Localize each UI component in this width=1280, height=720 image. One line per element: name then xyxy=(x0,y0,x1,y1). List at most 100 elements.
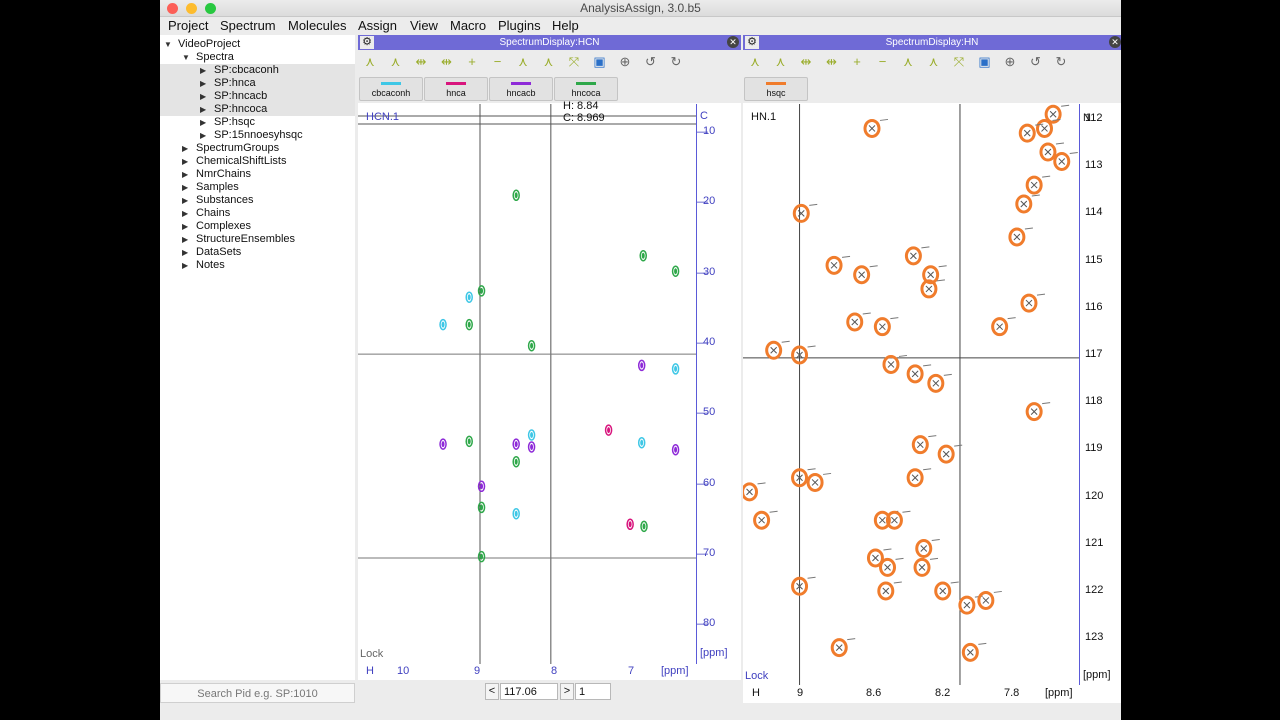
tree-item[interactable]: ▶ DataSets xyxy=(160,246,355,259)
contour-peak[interactable] xyxy=(477,285,486,297)
tree-item[interactable]: ▶ SP:15nnoesyhsqc xyxy=(160,129,355,142)
chevron-down-icon[interactable]: ▼ xyxy=(164,40,172,49)
gear-icon[interactable]: ⚙ xyxy=(360,36,374,49)
hsqc-peak[interactable] xyxy=(873,317,899,337)
contour-peak[interactable] xyxy=(477,501,486,514)
hsqc-peak[interactable] xyxy=(879,557,904,577)
move-y-icon[interactable]: ⇹ xyxy=(441,54,452,69)
contour-peak[interactable] xyxy=(439,438,447,450)
contour-peak[interactable] xyxy=(527,429,536,441)
hsqc-peak[interactable] xyxy=(765,340,790,360)
gear-icon[interactable]: ⚙ xyxy=(745,36,759,49)
menu-macro[interactable]: Macro xyxy=(450,18,487,33)
lock-y-icon[interactable]: ⋏ xyxy=(543,54,554,69)
spectrum-tab[interactable]: hncacb xyxy=(489,77,553,101)
contour-peak[interactable] xyxy=(671,444,680,456)
contour-peak[interactable] xyxy=(439,318,447,331)
hsqc-peak[interactable] xyxy=(1025,175,1051,195)
hsqc-peak[interactable] xyxy=(741,482,766,502)
chevron-right-icon[interactable]: ▶ xyxy=(200,118,207,127)
hsqc-peak[interactable] xyxy=(934,581,959,601)
tree-item[interactable]: ▶ SP:hnca xyxy=(160,77,355,90)
menu-assign[interactable]: Assign xyxy=(358,18,398,33)
hsqc-peak[interactable] xyxy=(920,279,945,299)
chevron-right-icon[interactable]: ▶ xyxy=(182,157,189,166)
tree-item[interactable]: ▶ NmrChains xyxy=(160,168,355,181)
menu-spectrum[interactable]: Spectrum xyxy=(220,18,276,33)
chevron-right-icon[interactable]: ▶ xyxy=(182,144,189,153)
contour-peak[interactable] xyxy=(477,550,486,563)
hsqc-peak[interactable] xyxy=(1044,104,1070,124)
plane-value-input[interactable]: 117.06 xyxy=(500,683,558,700)
chevron-right-icon[interactable]: ▶ xyxy=(200,92,207,101)
remove-strip-icon[interactable]: − xyxy=(878,54,887,69)
tree-item[interactable]: ▶ SP:hncacb xyxy=(160,90,355,103)
contour-peak[interactable] xyxy=(465,435,473,448)
prev-plane-button[interactable]: < xyxy=(485,683,499,700)
hsqc-peak[interactable] xyxy=(791,468,816,488)
hsqc-peak[interactable] xyxy=(927,373,952,393)
contour-peak[interactable] xyxy=(527,339,536,352)
add-strip-icon[interactable]: + xyxy=(468,54,476,69)
move-y-icon[interactable]: ⇹ xyxy=(826,54,837,69)
hsqc-peak[interactable] xyxy=(961,642,987,662)
tree-item[interactable]: ▶ Chains xyxy=(160,207,355,220)
hsqc-peak[interactable] xyxy=(906,364,932,384)
contour-peak[interactable] xyxy=(477,480,486,493)
move-x-icon[interactable]: ⇹ xyxy=(800,54,812,69)
search-pid-input[interactable]: Search Pid e.g. SP:1010 xyxy=(160,683,355,703)
chevron-right-icon[interactable]: ▶ xyxy=(182,183,189,192)
spectrum-plot[interactable]: HCN.1 H: 8.84 C: 8.969 Lock xyxy=(358,100,697,664)
peak-pick-icon[interactable]: ⋏ xyxy=(750,54,760,69)
tree-item[interactable]: ▼ Spectra xyxy=(160,51,355,64)
close-window-icon[interactable] xyxy=(167,3,178,14)
chevron-down-icon[interactable]: ▼ xyxy=(182,53,190,62)
peak-pick-1d-icon[interactable]: ⋏ xyxy=(775,54,786,69)
hsqc-peak[interactable] xyxy=(1036,118,1061,138)
undo-icon[interactable]: ↺ xyxy=(645,54,656,69)
zoom-icon[interactable]: ⊕ xyxy=(619,54,631,69)
spectrum-tab[interactable]: hsqc xyxy=(744,77,808,101)
peak-pick-icon[interactable]: ⋏ xyxy=(365,54,375,69)
tree-item[interactable]: ▶ Notes xyxy=(160,259,355,272)
save-icon[interactable]: ▣ xyxy=(978,54,991,69)
hsqc-peak[interactable] xyxy=(792,203,818,223)
contour-peak[interactable] xyxy=(640,520,648,533)
hsqc-peak[interactable] xyxy=(830,638,856,658)
tree-item[interactable]: ▶ SP:hncoca xyxy=(160,103,355,116)
chevron-right-icon[interactable]: ▶ xyxy=(200,105,207,114)
zoom-fit-icon[interactable]: ⤧ xyxy=(568,54,580,69)
hsqc-peak[interactable] xyxy=(1018,123,1044,143)
chevron-right-icon[interactable]: ▶ xyxy=(182,209,189,218)
contour-peak[interactable] xyxy=(626,518,634,531)
add-strip-icon[interactable]: + xyxy=(853,54,861,69)
hsqc-peak[interactable] xyxy=(1053,151,1078,171)
close-icon[interactable]: ✕ xyxy=(1109,36,1121,48)
hsqc-peak[interactable] xyxy=(853,265,878,285)
spectrum-tab[interactable]: hnca xyxy=(424,77,488,101)
hsqc-peak[interactable] xyxy=(991,317,1016,337)
chevron-right-icon[interactable]: ▶ xyxy=(200,66,207,75)
contour-peak[interactable] xyxy=(671,363,680,375)
tree-item[interactable]: ▼ VideoProject xyxy=(160,38,355,51)
remove-strip-icon[interactable]: − xyxy=(493,54,502,69)
hsqc-peak[interactable] xyxy=(806,472,832,492)
tree-item[interactable]: ▶ SP:cbcaconh xyxy=(160,64,355,77)
spectrum-plot[interactable]: HN.1 Lock xyxy=(741,104,1080,685)
hsqc-peak[interactable] xyxy=(863,118,889,138)
contour-peak[interactable] xyxy=(512,189,520,202)
contour-peak[interactable] xyxy=(637,359,646,372)
zoom-window-icon[interactable] xyxy=(205,3,216,14)
next-plane-button[interactable]: > xyxy=(560,683,574,700)
tree-item[interactable]: ▶ ChemicalShiftLists xyxy=(160,155,355,168)
hsqc-peak[interactable] xyxy=(904,246,930,266)
move-x-icon[interactable]: ⇹ xyxy=(415,54,427,69)
hsqc-peak[interactable] xyxy=(791,345,816,365)
contour-peak[interactable] xyxy=(527,441,536,453)
zoom-fit-icon[interactable]: ⤧ xyxy=(953,54,965,69)
hsqc-peak[interactable] xyxy=(866,548,892,568)
lock-y-icon[interactable]: ⋏ xyxy=(928,54,939,69)
chevron-right-icon[interactable]: ▶ xyxy=(200,131,207,140)
zoom-icon[interactable]: ⊕ xyxy=(1004,54,1016,69)
tree-item[interactable]: ▶ StructureEnsembles xyxy=(160,233,355,246)
